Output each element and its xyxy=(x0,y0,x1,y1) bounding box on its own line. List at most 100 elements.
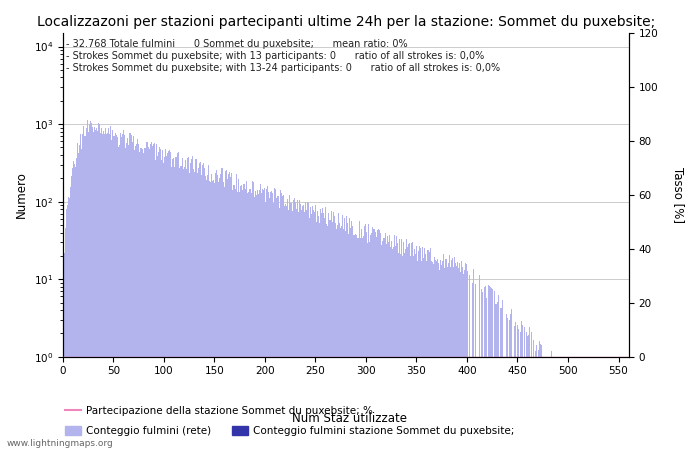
Bar xyxy=(441,265,442,450)
Bar xyxy=(227,179,228,450)
Bar xyxy=(272,193,274,450)
Bar xyxy=(292,211,293,450)
Bar xyxy=(239,192,240,450)
Bar xyxy=(274,188,276,450)
Bar xyxy=(128,145,129,450)
Bar xyxy=(203,163,204,450)
Bar xyxy=(254,197,256,450)
Bar xyxy=(317,212,318,450)
Bar xyxy=(479,275,480,450)
Y-axis label: Numero: Numero xyxy=(15,171,28,218)
Bar xyxy=(520,332,521,450)
Bar xyxy=(153,144,154,450)
Bar xyxy=(459,263,461,450)
Bar xyxy=(575,357,577,450)
Bar xyxy=(65,228,66,450)
Bar xyxy=(143,153,144,450)
Bar xyxy=(413,256,414,450)
Bar xyxy=(339,223,340,450)
Bar xyxy=(626,357,627,450)
Bar xyxy=(609,357,610,450)
Bar xyxy=(176,157,178,450)
Bar xyxy=(406,239,407,450)
Bar xyxy=(94,127,95,450)
Bar xyxy=(64,253,65,450)
Bar xyxy=(429,252,430,450)
Bar xyxy=(545,357,546,450)
Bar xyxy=(514,325,515,450)
Bar xyxy=(125,148,126,450)
Bar xyxy=(221,168,222,450)
Bar xyxy=(202,165,203,450)
Bar xyxy=(285,204,286,450)
Text: - 32.768 Totale fulmini      0 Sommet du puxebsite;      mean ratio: 0%
- Stroke: - 32.768 Totale fulmini 0 Sommet du puxe… xyxy=(66,40,500,72)
Bar xyxy=(614,357,615,450)
Bar xyxy=(384,233,386,450)
Bar xyxy=(263,190,265,450)
Bar xyxy=(598,357,600,450)
Bar xyxy=(228,174,229,450)
Bar xyxy=(294,198,295,450)
Bar xyxy=(484,286,486,450)
Bar xyxy=(131,135,132,450)
Bar xyxy=(500,308,502,450)
Bar xyxy=(419,247,420,450)
Bar xyxy=(463,274,464,450)
Bar xyxy=(415,254,416,450)
Bar xyxy=(313,210,314,450)
Bar xyxy=(206,175,208,450)
Bar xyxy=(247,193,248,450)
Bar xyxy=(79,145,81,450)
Title: Localizzazoni per stazioni partecipanti ultime 24h per la stazione: Sommet du pu: Localizzazoni per stazioni partecipanti … xyxy=(36,15,654,29)
Bar xyxy=(430,248,431,450)
Bar xyxy=(370,235,372,450)
Bar xyxy=(85,128,87,450)
Bar xyxy=(286,199,288,450)
Bar xyxy=(132,142,133,450)
Bar xyxy=(623,357,624,450)
Bar xyxy=(461,261,463,450)
Bar xyxy=(147,142,148,450)
Bar xyxy=(417,261,418,450)
Bar xyxy=(223,182,224,450)
Bar xyxy=(539,341,540,450)
Bar xyxy=(103,131,104,450)
Bar xyxy=(427,251,428,450)
Bar xyxy=(383,238,384,450)
Bar xyxy=(326,224,327,450)
Bar xyxy=(330,220,331,450)
Bar xyxy=(197,168,199,450)
Bar xyxy=(528,335,529,450)
Bar xyxy=(144,148,145,450)
Bar xyxy=(372,227,374,450)
Bar xyxy=(428,250,429,450)
Bar xyxy=(240,186,241,450)
Bar xyxy=(329,220,330,450)
Bar xyxy=(142,149,143,450)
Bar xyxy=(102,135,103,450)
Bar xyxy=(440,260,441,450)
Bar xyxy=(110,126,111,450)
Bar xyxy=(201,175,202,450)
Bar xyxy=(303,205,304,450)
Bar xyxy=(349,217,350,450)
Bar xyxy=(395,236,397,450)
Bar xyxy=(279,190,281,450)
Bar xyxy=(149,149,150,450)
Bar xyxy=(106,133,108,450)
Bar xyxy=(276,198,277,450)
Bar xyxy=(496,304,497,450)
Bar xyxy=(327,226,328,450)
Bar xyxy=(190,159,192,450)
Bar xyxy=(267,186,268,450)
Bar xyxy=(309,218,310,450)
Bar xyxy=(96,128,97,450)
Bar xyxy=(444,268,445,450)
Bar xyxy=(204,176,206,450)
Bar xyxy=(139,152,140,450)
Bar xyxy=(230,177,231,450)
Bar xyxy=(454,257,455,450)
Bar xyxy=(332,221,333,450)
Bar xyxy=(229,172,230,450)
Bar xyxy=(186,169,187,450)
